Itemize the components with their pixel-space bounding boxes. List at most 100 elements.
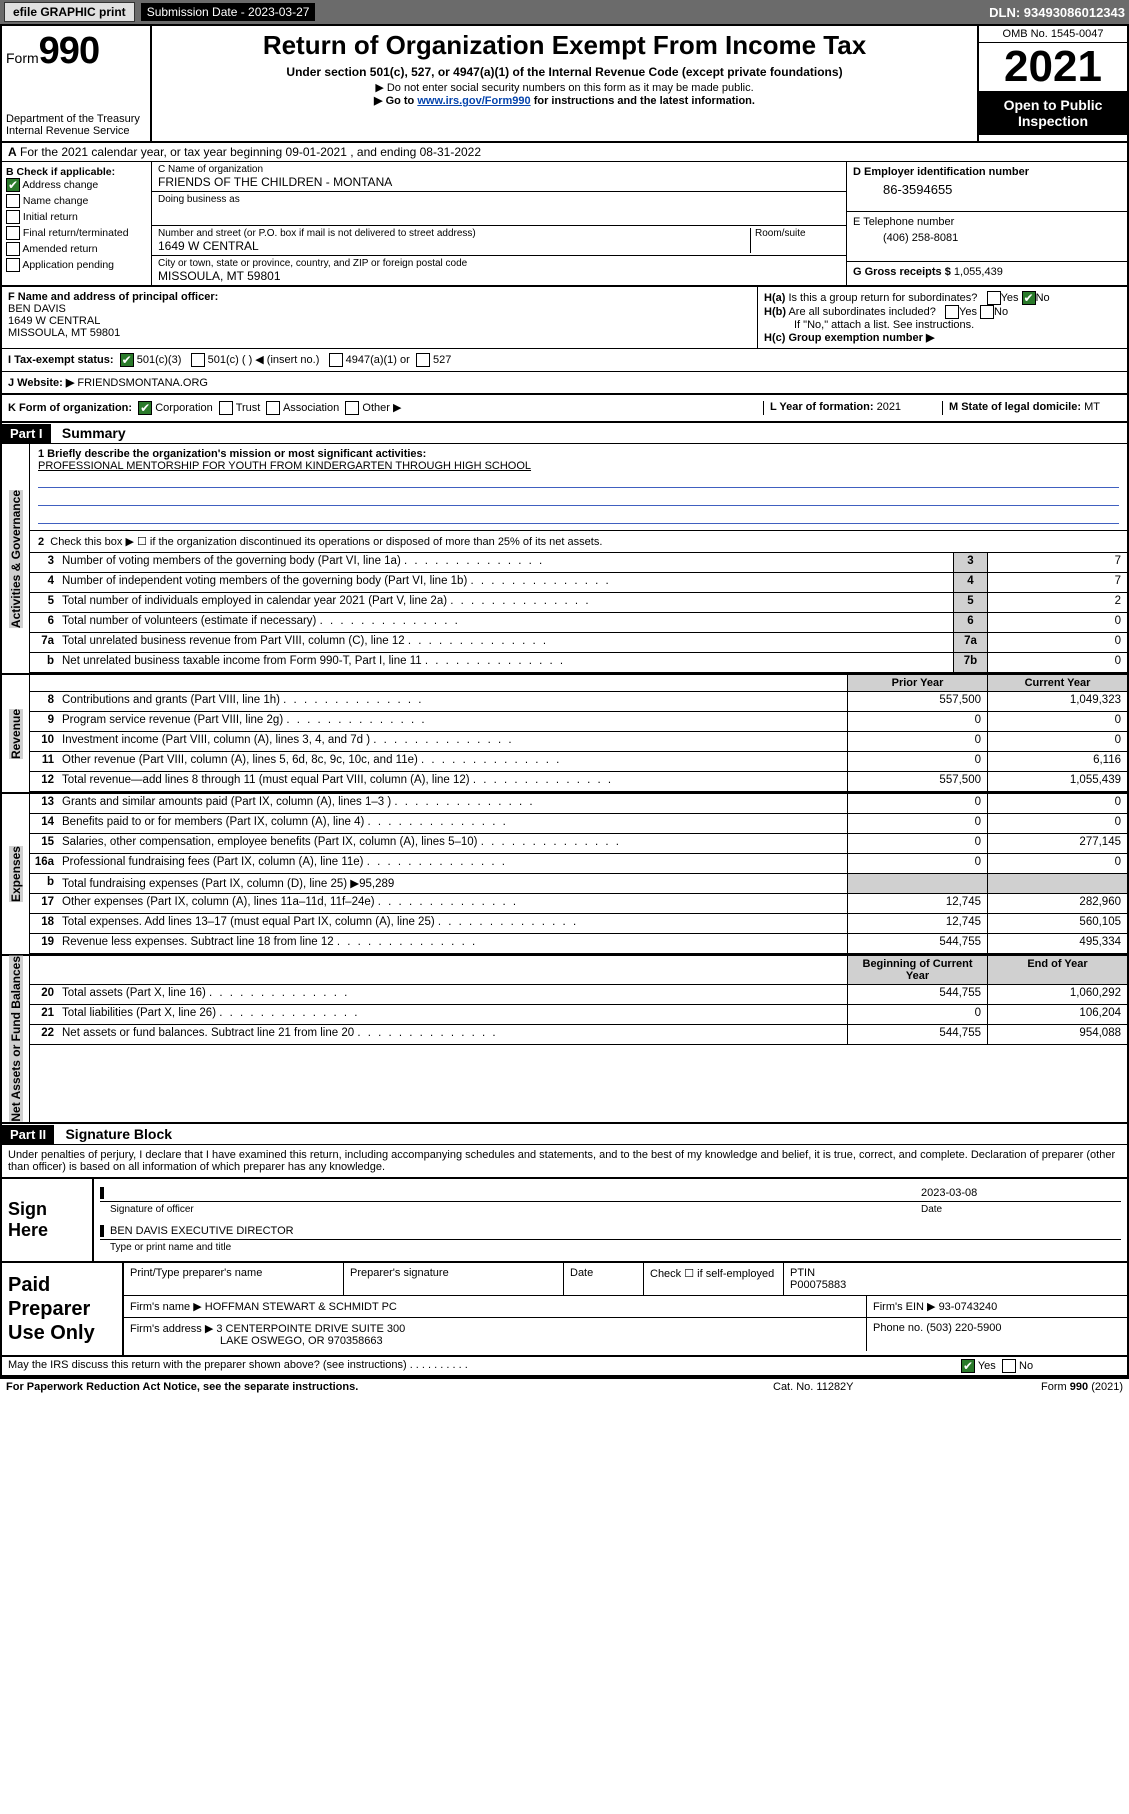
date-label: Date — [921, 1204, 1121, 1215]
box-b: B Check if applicable: ✔ Address change … — [2, 162, 152, 285]
prep-name-label: Print/Type preparer's name — [124, 1263, 344, 1295]
vert-exp: Expenses — [9, 846, 23, 902]
line-10: 10Investment income (Part VIII, column (… — [30, 732, 1127, 752]
sig-officer-label: Signature of officer — [100, 1204, 921, 1215]
line-6: 6Total number of volunteers (estimate if… — [30, 613, 1127, 633]
form-title-box: Return of Organization Exempt From Incom… — [152, 26, 977, 141]
firm-addr2: LAKE OSWEGO, OR 970358663 — [130, 1335, 383, 1347]
line-16a: 16aProfessional fundraising fees (Part I… — [30, 854, 1127, 874]
line-8: 8Contributions and grants (Part VIII, li… — [30, 692, 1127, 712]
firm-name-label: Firm's name ▶ — [130, 1301, 202, 1313]
dba-label: Doing business as — [158, 194, 840, 205]
ptin-value: P00075883 — [790, 1279, 846, 1291]
ein-value: 86-3594655 — [853, 178, 1121, 197]
prep-check: Check ☐ if self-employed — [644, 1263, 784, 1295]
city-value: MISSOULA, MT 59801 — [158, 269, 840, 283]
line-13: 13Grants and similar amounts paid (Part … — [30, 794, 1127, 814]
officer-city: MISSOULA, MT 59801 — [8, 327, 751, 339]
form-title: Return of Organization Exempt From Incom… — [160, 30, 969, 61]
form-subtitle: Under section 501(c), 527, or 4947(a)(1)… — [160, 65, 969, 79]
footer-mid: Cat. No. 11282Y — [773, 1381, 973, 1393]
chk-final[interactable]: Final return/terminated — [6, 226, 147, 240]
dln-label: DLN: 93493086012343 — [989, 5, 1125, 20]
h-a: H(a) Is this a group return for subordin… — [764, 291, 1121, 305]
h-b: H(b) Are all subordinates included? Yes … — [764, 305, 1121, 319]
mission-label: 1 Briefly describe the organization's mi… — [38, 448, 1119, 460]
527: 527 — [433, 354, 451, 366]
year-formation: L Year of formation: 2021 — [763, 401, 942, 415]
phone-label: E Telephone number — [853, 216, 1121, 228]
gross-label: G Gross receipts $ — [853, 266, 951, 278]
efile-button[interactable]: efile GRAPHIC print — [4, 2, 135, 22]
phone-value: (406) 258-8081 — [853, 228, 1121, 244]
tax-year: 2021 — [979, 43, 1127, 91]
part2-header: Part II — [2, 1125, 54, 1144]
line-19: 19Revenue less expenses. Subtract line 1… — [30, 934, 1127, 954]
room-label: Room/suite — [755, 228, 840, 239]
assoc: Association — [283, 402, 339, 414]
vert-rev: Revenue — [9, 709, 23, 759]
sig-name: BEN DAVIS EXECUTIVE DIRECTOR — [100, 1225, 1121, 1237]
line-22: 22Net assets or fund balances. Subtract … — [30, 1025, 1127, 1045]
addr-label: Number and street (or P.O. box if mail i… — [158, 228, 750, 239]
firm-addr-label: Firm's address ▶ — [130, 1323, 213, 1335]
prep-date-label: Date — [564, 1263, 644, 1295]
website-label: J Website: ▶ — [8, 377, 74, 389]
form-id-box: Form990 Department of the Treasury Inter… — [2, 26, 152, 141]
form-note2: ▶ Go to www.irs.gov/Form990 for instruct… — [160, 94, 969, 107]
line-18: 18Total expenses. Add lines 13–17 (must … — [30, 914, 1127, 934]
org-name-label: C Name of organization — [158, 164, 840, 175]
col-end: End of Year — [987, 956, 1127, 984]
vert-net: Net Assets or Fund Balances — [9, 956, 23, 1122]
line-15: 15Salaries, other compensation, employee… — [30, 834, 1127, 854]
officer-label: F Name and address of principal officer: — [8, 291, 751, 303]
state-domicile: M State of legal domicile: MT — [942, 401, 1121, 415]
form-note1: ▶ Do not enter social security numbers o… — [160, 81, 969, 94]
corp: Corporation — [155, 402, 212, 414]
officer-name: BEN DAVIS — [8, 303, 751, 315]
vert-gov: Activities & Governance — [9, 490, 23, 628]
form-label: Form — [6, 50, 39, 66]
ein-label: D Employer identification number — [853, 166, 1121, 178]
line-3: 3Number of voting members of the governi… — [30, 553, 1127, 573]
501c3: 501(c)(3) — [137, 354, 182, 366]
open-to-public: Open to Public Inspection — [979, 91, 1127, 135]
chk-app-pending[interactable]: Application pending — [6, 258, 147, 272]
line-9: 9Program service revenue (Part VIII, lin… — [30, 712, 1127, 732]
chk-initial[interactable]: Initial return — [6, 210, 147, 224]
city-label: City or town, state or province, country… — [158, 258, 840, 269]
firm-phone: (503) 220-5900 — [926, 1322, 1001, 1334]
firm-name: HOFFMAN STEWART & SCHMIDT PC — [205, 1301, 397, 1313]
part1-title: Summary — [54, 423, 134, 443]
irs-link[interactable]: www.irs.gov/Form990 — [417, 95, 530, 107]
footer-right: Form 990 (2021) — [973, 1381, 1123, 1393]
line-20: 20Total assets (Part X, line 16) 544,755… — [30, 985, 1127, 1005]
sig-name-label: Type or print name and title — [100, 1242, 1121, 1253]
footer: For Paperwork Reduction Act Notice, see … — [0, 1379, 1129, 1395]
sig-declaration: Under penalties of perjury, I declare th… — [2, 1145, 1127, 1177]
other: Other ▶ — [362, 402, 401, 414]
discuss-no: No — [1019, 1360, 1033, 1372]
4947a1: 4947(a)(1) or — [346, 354, 410, 366]
chk-name-change[interactable]: Name change — [6, 194, 147, 208]
org-name: FRIENDS OF THE CHILDREN - MONTANA — [158, 175, 840, 189]
chk-amended[interactable]: Amended return — [6, 242, 147, 256]
submission-date: Submission Date - 2023-03-27 — [141, 3, 316, 21]
part1-header: Part I — [2, 424, 51, 443]
chk-addr-change[interactable]: ✔ Address change — [6, 178, 147, 192]
q2: 2 Check this box ▶ ☐ if the organization… — [30, 531, 1127, 553]
line-b: bTotal fundraising expenses (Part IX, co… — [30, 874, 1127, 894]
firm-addr1: 3 CENTERPOINTE DRIVE SUITE 300 — [216, 1323, 405, 1335]
line-11: 11Other revenue (Part VIII, column (A), … — [30, 752, 1127, 772]
line-4: 4Number of independent voting members of… — [30, 573, 1127, 593]
gross-value: 1,055,439 — [954, 266, 1003, 278]
line-17: 17Other expenses (Part IX, column (A), l… — [30, 894, 1127, 914]
line-7a: 7aTotal unrelated business revenue from … — [30, 633, 1127, 653]
col-prior: Prior Year — [847, 675, 987, 691]
line-7b: bNet unrelated business taxable income f… — [30, 653, 1127, 673]
firm-phone-label: Phone no. — [873, 1322, 923, 1334]
col-begin: Beginning of Current Year — [847, 956, 987, 984]
officer-addr: 1649 W CENTRAL — [8, 315, 751, 327]
501c: 501(c) ( ) ◀ (insert no.) — [208, 354, 320, 366]
website-value: FRIENDSMONTANA.ORG — [77, 377, 208, 389]
